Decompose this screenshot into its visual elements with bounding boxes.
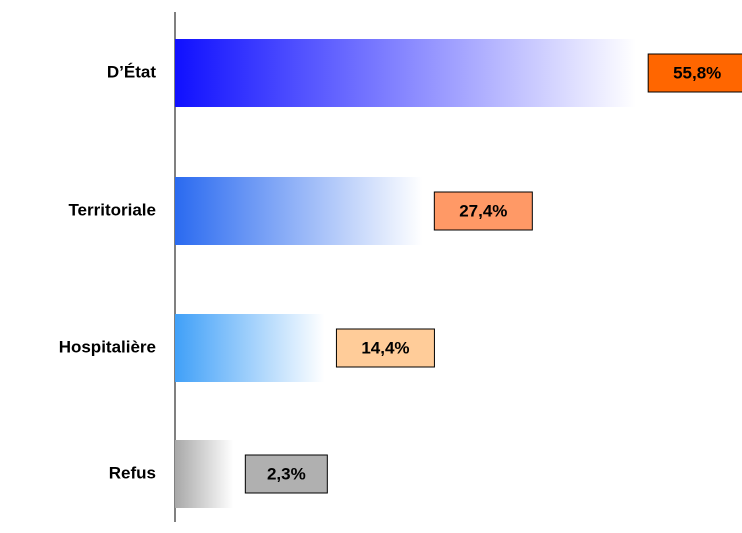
value-label: 55,8% [673,63,721,82]
category-label: Hospitalière [59,337,156,356]
bar [175,440,234,508]
value-label-box [647,53,742,93]
category-label: D’État [107,62,156,81]
value-label-box [335,328,435,368]
value-label-box [244,454,328,494]
value-label: 2,3% [267,464,306,483]
value-label: 27,4% [459,201,507,220]
category-label: Refus [109,463,156,482]
category-label: Territoriale [68,200,156,219]
value-label-box [433,191,533,231]
bar [175,39,637,107]
bar [175,177,423,245]
value-label: 14,4% [361,338,409,357]
bar [175,314,325,382]
